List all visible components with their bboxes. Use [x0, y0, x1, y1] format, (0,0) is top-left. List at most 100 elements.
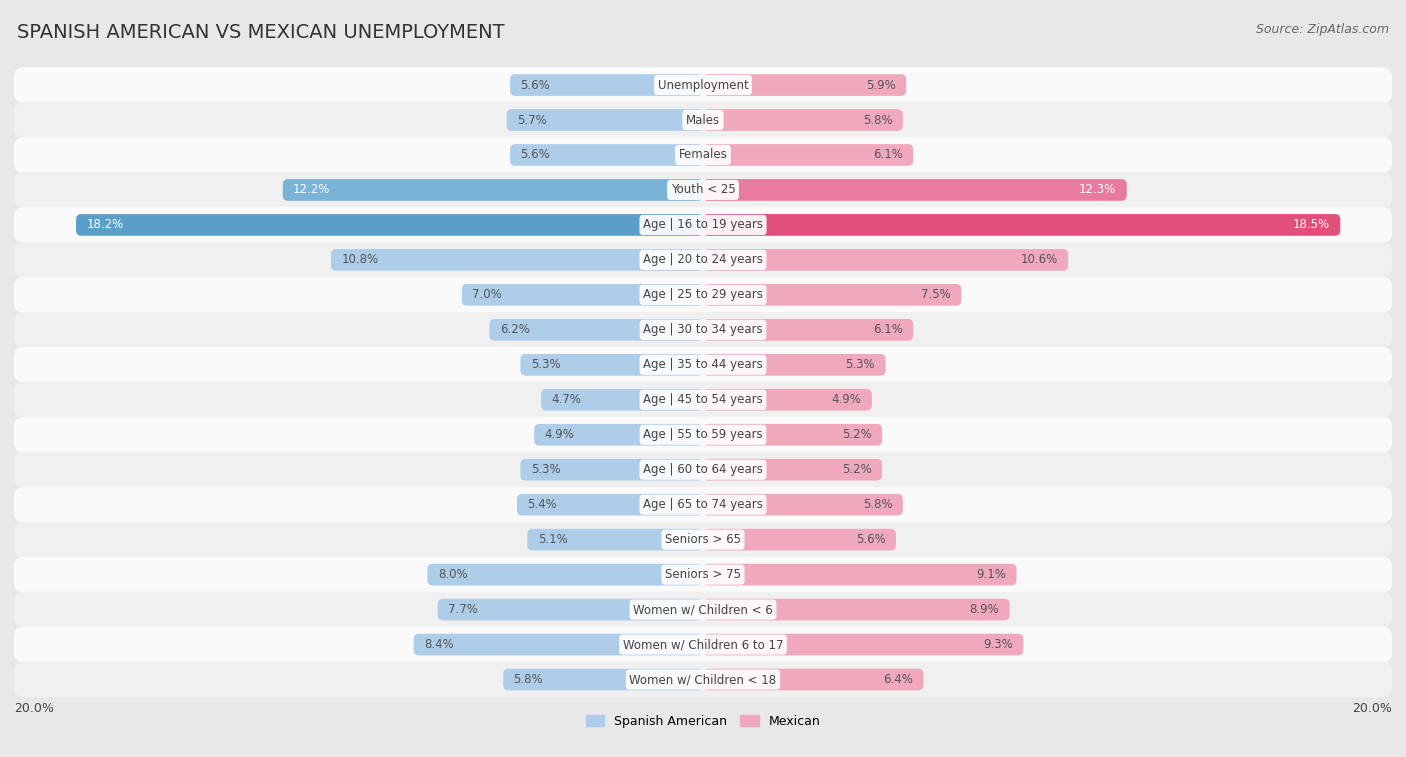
- Text: 5.2%: 5.2%: [842, 463, 872, 476]
- Text: 20.0%: 20.0%: [14, 702, 53, 715]
- FancyBboxPatch shape: [703, 529, 896, 550]
- FancyBboxPatch shape: [14, 312, 1392, 347]
- Text: Age | 25 to 29 years: Age | 25 to 29 years: [643, 288, 763, 301]
- FancyBboxPatch shape: [489, 319, 703, 341]
- Text: Age | 65 to 74 years: Age | 65 to 74 years: [643, 498, 763, 511]
- FancyBboxPatch shape: [14, 522, 1392, 557]
- Text: Age | 60 to 64 years: Age | 60 to 64 years: [643, 463, 763, 476]
- Text: 9.1%: 9.1%: [976, 568, 1007, 581]
- Text: 10.8%: 10.8%: [342, 254, 378, 266]
- FancyBboxPatch shape: [14, 452, 1392, 488]
- Text: Age | 30 to 34 years: Age | 30 to 34 years: [643, 323, 763, 336]
- Text: Source: ZipAtlas.com: Source: ZipAtlas.com: [1256, 23, 1389, 36]
- FancyBboxPatch shape: [703, 74, 907, 96]
- FancyBboxPatch shape: [14, 137, 1392, 173]
- Text: 7.0%: 7.0%: [472, 288, 502, 301]
- FancyBboxPatch shape: [14, 347, 1392, 382]
- Text: 5.1%: 5.1%: [537, 533, 568, 546]
- Text: 6.2%: 6.2%: [499, 323, 530, 336]
- FancyBboxPatch shape: [527, 529, 703, 550]
- FancyBboxPatch shape: [14, 102, 1392, 138]
- FancyBboxPatch shape: [510, 144, 703, 166]
- Text: 7.7%: 7.7%: [449, 603, 478, 616]
- Text: Age | 16 to 19 years: Age | 16 to 19 years: [643, 219, 763, 232]
- Text: 5.8%: 5.8%: [863, 498, 893, 511]
- Text: 6.4%: 6.4%: [883, 673, 912, 686]
- Text: 18.2%: 18.2%: [86, 219, 124, 232]
- Text: Males: Males: [686, 114, 720, 126]
- Text: Women w/ Children < 6: Women w/ Children < 6: [633, 603, 773, 616]
- FancyBboxPatch shape: [534, 424, 703, 446]
- Text: Unemployment: Unemployment: [658, 79, 748, 92]
- FancyBboxPatch shape: [14, 172, 1392, 207]
- Text: 12.2%: 12.2%: [292, 183, 330, 197]
- Text: 4.9%: 4.9%: [831, 394, 862, 407]
- Text: 18.5%: 18.5%: [1292, 219, 1330, 232]
- Text: Seniors > 65: Seniors > 65: [665, 533, 741, 546]
- Text: Women w/ Children 6 to 17: Women w/ Children 6 to 17: [623, 638, 783, 651]
- Text: 5.3%: 5.3%: [531, 463, 561, 476]
- Text: Youth < 25: Youth < 25: [671, 183, 735, 197]
- Text: Age | 20 to 24 years: Age | 20 to 24 years: [643, 254, 763, 266]
- Text: 6.1%: 6.1%: [873, 148, 903, 161]
- Text: Women w/ Children < 18: Women w/ Children < 18: [630, 673, 776, 686]
- FancyBboxPatch shape: [76, 214, 703, 235]
- Text: 6.1%: 6.1%: [873, 323, 903, 336]
- FancyBboxPatch shape: [503, 668, 703, 690]
- FancyBboxPatch shape: [703, 214, 1340, 235]
- FancyBboxPatch shape: [14, 487, 1392, 522]
- Text: 12.3%: 12.3%: [1080, 183, 1116, 197]
- FancyBboxPatch shape: [283, 179, 703, 201]
- Text: 9.3%: 9.3%: [983, 638, 1012, 651]
- FancyBboxPatch shape: [510, 74, 703, 96]
- FancyBboxPatch shape: [703, 668, 924, 690]
- Text: 5.4%: 5.4%: [527, 498, 557, 511]
- FancyBboxPatch shape: [703, 109, 903, 131]
- Text: 8.0%: 8.0%: [437, 568, 467, 581]
- Text: SPANISH AMERICAN VS MEXICAN UNEMPLOYMENT: SPANISH AMERICAN VS MEXICAN UNEMPLOYMENT: [17, 23, 505, 42]
- FancyBboxPatch shape: [703, 284, 962, 306]
- Text: 8.4%: 8.4%: [425, 638, 454, 651]
- FancyBboxPatch shape: [14, 417, 1392, 453]
- FancyBboxPatch shape: [520, 354, 703, 375]
- FancyBboxPatch shape: [703, 389, 872, 410]
- FancyBboxPatch shape: [703, 354, 886, 375]
- FancyBboxPatch shape: [703, 424, 882, 446]
- FancyBboxPatch shape: [520, 459, 703, 481]
- FancyBboxPatch shape: [14, 67, 1392, 103]
- FancyBboxPatch shape: [14, 207, 1392, 243]
- Text: 5.8%: 5.8%: [863, 114, 893, 126]
- FancyBboxPatch shape: [14, 382, 1392, 418]
- Text: Age | 45 to 54 years: Age | 45 to 54 years: [643, 394, 763, 407]
- FancyBboxPatch shape: [14, 557, 1392, 593]
- Text: 10.6%: 10.6%: [1021, 254, 1057, 266]
- FancyBboxPatch shape: [541, 389, 703, 410]
- Text: 5.6%: 5.6%: [856, 533, 886, 546]
- Text: 5.3%: 5.3%: [531, 358, 561, 371]
- Text: 5.6%: 5.6%: [520, 79, 550, 92]
- FancyBboxPatch shape: [703, 599, 1010, 621]
- Text: 5.7%: 5.7%: [517, 114, 547, 126]
- FancyBboxPatch shape: [703, 319, 912, 341]
- FancyBboxPatch shape: [703, 459, 882, 481]
- Text: 5.8%: 5.8%: [513, 673, 543, 686]
- Text: Age | 35 to 44 years: Age | 35 to 44 years: [643, 358, 763, 371]
- Text: Seniors > 75: Seniors > 75: [665, 568, 741, 581]
- FancyBboxPatch shape: [517, 494, 703, 516]
- FancyBboxPatch shape: [703, 179, 1126, 201]
- Text: 7.5%: 7.5%: [921, 288, 950, 301]
- FancyBboxPatch shape: [14, 592, 1392, 628]
- Legend: Spanish American, Mexican: Spanish American, Mexican: [581, 710, 825, 733]
- FancyBboxPatch shape: [703, 249, 1069, 271]
- Text: 5.2%: 5.2%: [842, 428, 872, 441]
- Text: 5.6%: 5.6%: [520, 148, 550, 161]
- FancyBboxPatch shape: [413, 634, 703, 656]
- FancyBboxPatch shape: [14, 662, 1392, 697]
- FancyBboxPatch shape: [437, 599, 703, 621]
- Text: 20.0%: 20.0%: [1353, 702, 1392, 715]
- Text: 8.9%: 8.9%: [970, 603, 1000, 616]
- FancyBboxPatch shape: [703, 144, 912, 166]
- Text: Age | 55 to 59 years: Age | 55 to 59 years: [643, 428, 763, 441]
- FancyBboxPatch shape: [506, 109, 703, 131]
- FancyBboxPatch shape: [14, 242, 1392, 278]
